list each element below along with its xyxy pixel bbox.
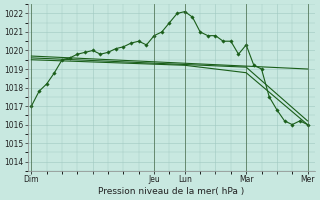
X-axis label: Pression niveau de la mer( hPa ): Pression niveau de la mer( hPa ) [98,187,244,196]
